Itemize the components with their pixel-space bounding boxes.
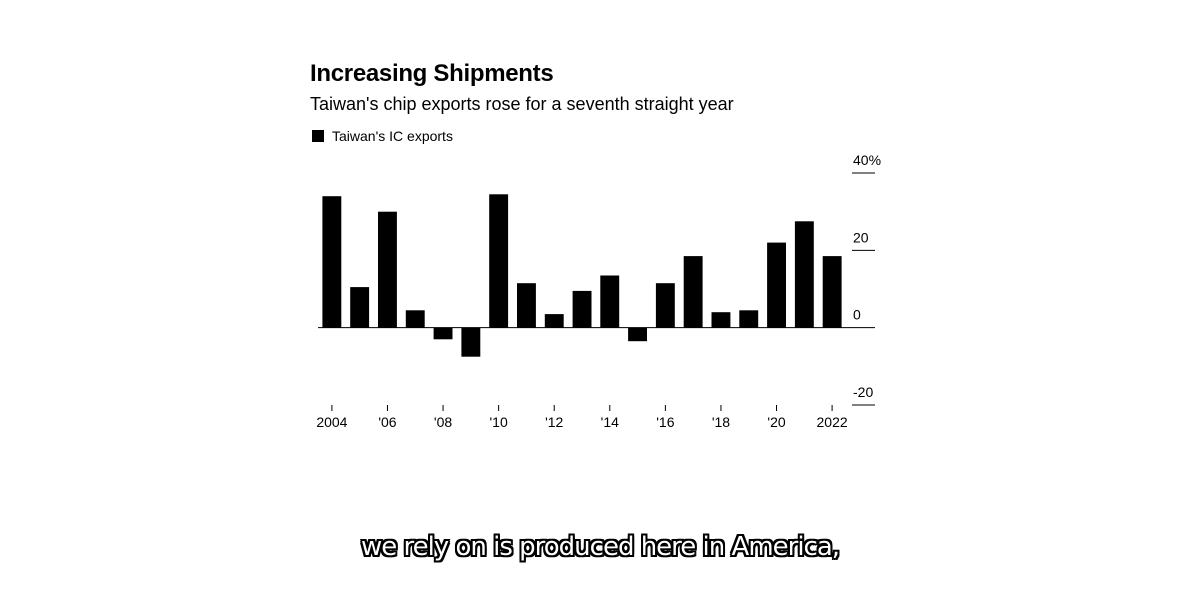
bar-2019 [739, 310, 759, 328]
x-tick-label-2: '08 [434, 414, 452, 430]
y-tick-labels: 40% 20 0 -20 [853, 152, 881, 400]
chart-title: Increasing Shipments [310, 60, 554, 87]
y-gridlines [852, 172, 875, 406]
bar-2022 [822, 256, 842, 328]
bars [322, 194, 842, 357]
x-tick-label-8: '20 [767, 414, 785, 430]
x-tick-label-4: '12 [545, 414, 563, 430]
bar-2005 [350, 287, 370, 328]
y-tick-label-1: 20 [853, 229, 869, 245]
legend-label: Taiwan's IC exports [332, 128, 453, 144]
bar-2006 [378, 211, 397, 328]
bar-2015 [628, 327, 647, 342]
bar-2007 [405, 310, 425, 328]
x-tick-label-6: '16 [656, 414, 674, 430]
bar-2008 [433, 327, 453, 340]
bar-2021 [794, 221, 814, 328]
y-tick-label-2: 0 [853, 307, 861, 323]
bar-2017 [683, 256, 703, 328]
legend: Taiwan's IC exports [312, 128, 453, 144]
x-tick-label-0: 2004 [316, 414, 347, 430]
video-caption: we rely on is produced here in America, [360, 532, 840, 562]
bar-2011 [517, 283, 536, 328]
x-tick-label-7: '18 [712, 414, 730, 430]
bar-2014 [600, 275, 620, 328]
x-tick-label-9: 2022 [817, 414, 848, 430]
x-tick-label-3: '10 [490, 414, 508, 430]
bar-2012 [544, 314, 564, 328]
bar-2010 [489, 194, 509, 328]
bar-2013 [572, 290, 592, 328]
bar-2004 [322, 196, 342, 328]
bar-2016 [655, 283, 675, 328]
bar-2020 [767, 242, 786, 328]
x-tick-labels: 2004 '06 '08 '10 '12 '14 '16 '18 '20 2022 [316, 405, 848, 430]
bar-2018 [711, 312, 731, 328]
y-tick-label-3: -20 [853, 384, 873, 400]
x-tick-label-5: '14 [601, 414, 619, 430]
y-tick-label-0: 40% [853, 152, 881, 168]
x-tick-label-1: '06 [378, 414, 396, 430]
bar-2009 [461, 327, 481, 357]
chart-subtitle: Taiwan's chip exports rose for a seventh… [310, 94, 734, 114]
legend-swatch [312, 130, 324, 142]
